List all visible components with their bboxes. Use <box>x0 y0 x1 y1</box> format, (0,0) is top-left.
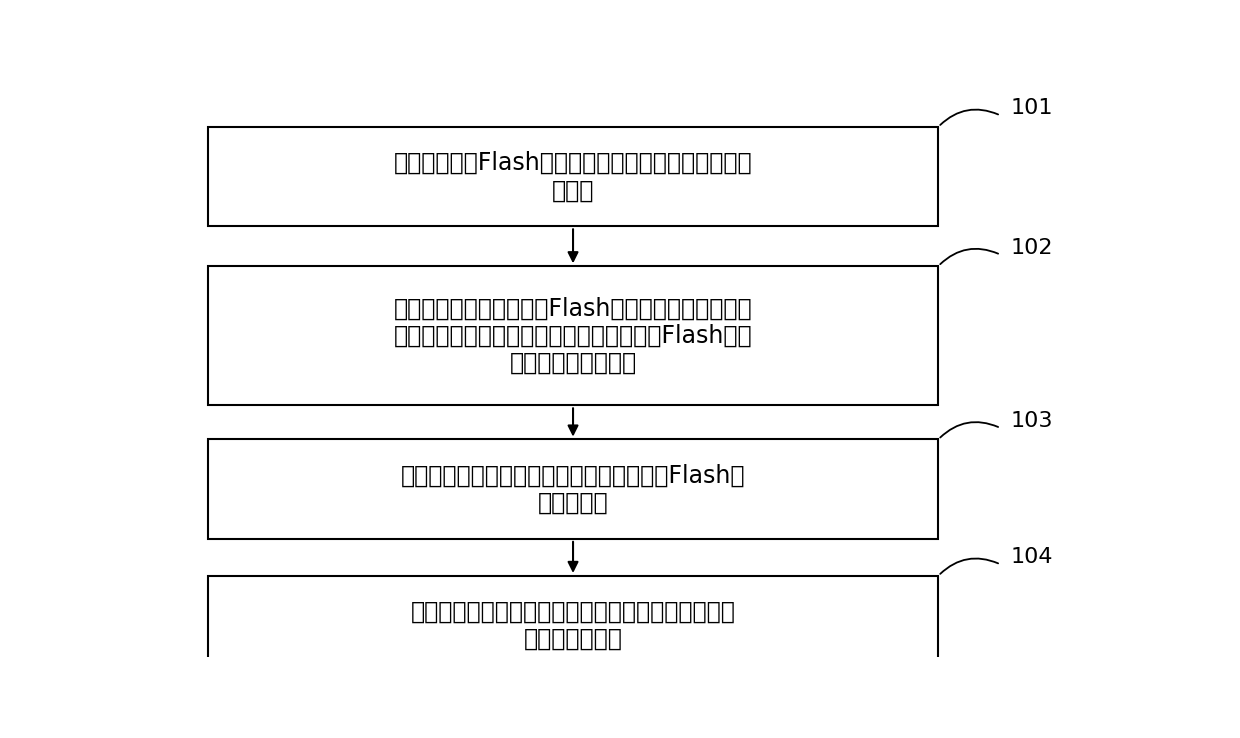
Text: 103: 103 <box>1011 411 1053 431</box>
Text: 对应的开始播放时间: 对应的开始播放时间 <box>510 351 636 375</box>
FancyBboxPatch shape <box>208 266 939 405</box>
Text: 各个播放终端依据接收到Flash文件和文件属性信息生: 各个播放终端依据接收到Flash文件和文件属性信息生 <box>394 297 753 320</box>
FancyBboxPatch shape <box>208 439 939 539</box>
Text: 成时间关联列表，所述时间关联列表记录有Flash文件: 成时间关联列表，所述时间关联列表记录有Flash文件 <box>394 324 753 348</box>
Text: 104: 104 <box>1011 548 1053 568</box>
Text: 网络服务器将Flash文件和文件属性信息发送至各个播: 网络服务器将Flash文件和文件属性信息发送至各个播 <box>394 151 753 175</box>
Text: 各个播放终端按照时间关联列表加载相应的Flash文: 各个播放终端按照时间关联列表加载相应的Flash文 <box>401 463 745 488</box>
FancyBboxPatch shape <box>208 127 939 227</box>
Text: 依据本地的当前系统时间和所述时间关联列表进行同: 依据本地的当前系统时间和所述时间关联列表进行同 <box>410 600 735 624</box>
Text: 步播放定位校准: 步播放定位校准 <box>523 627 622 651</box>
Text: 101: 101 <box>1011 98 1053 118</box>
Text: 放终端: 放终端 <box>552 179 594 202</box>
Text: 件进行播放: 件进行播放 <box>538 491 609 515</box>
FancyBboxPatch shape <box>208 576 939 675</box>
Text: 102: 102 <box>1011 238 1053 258</box>
